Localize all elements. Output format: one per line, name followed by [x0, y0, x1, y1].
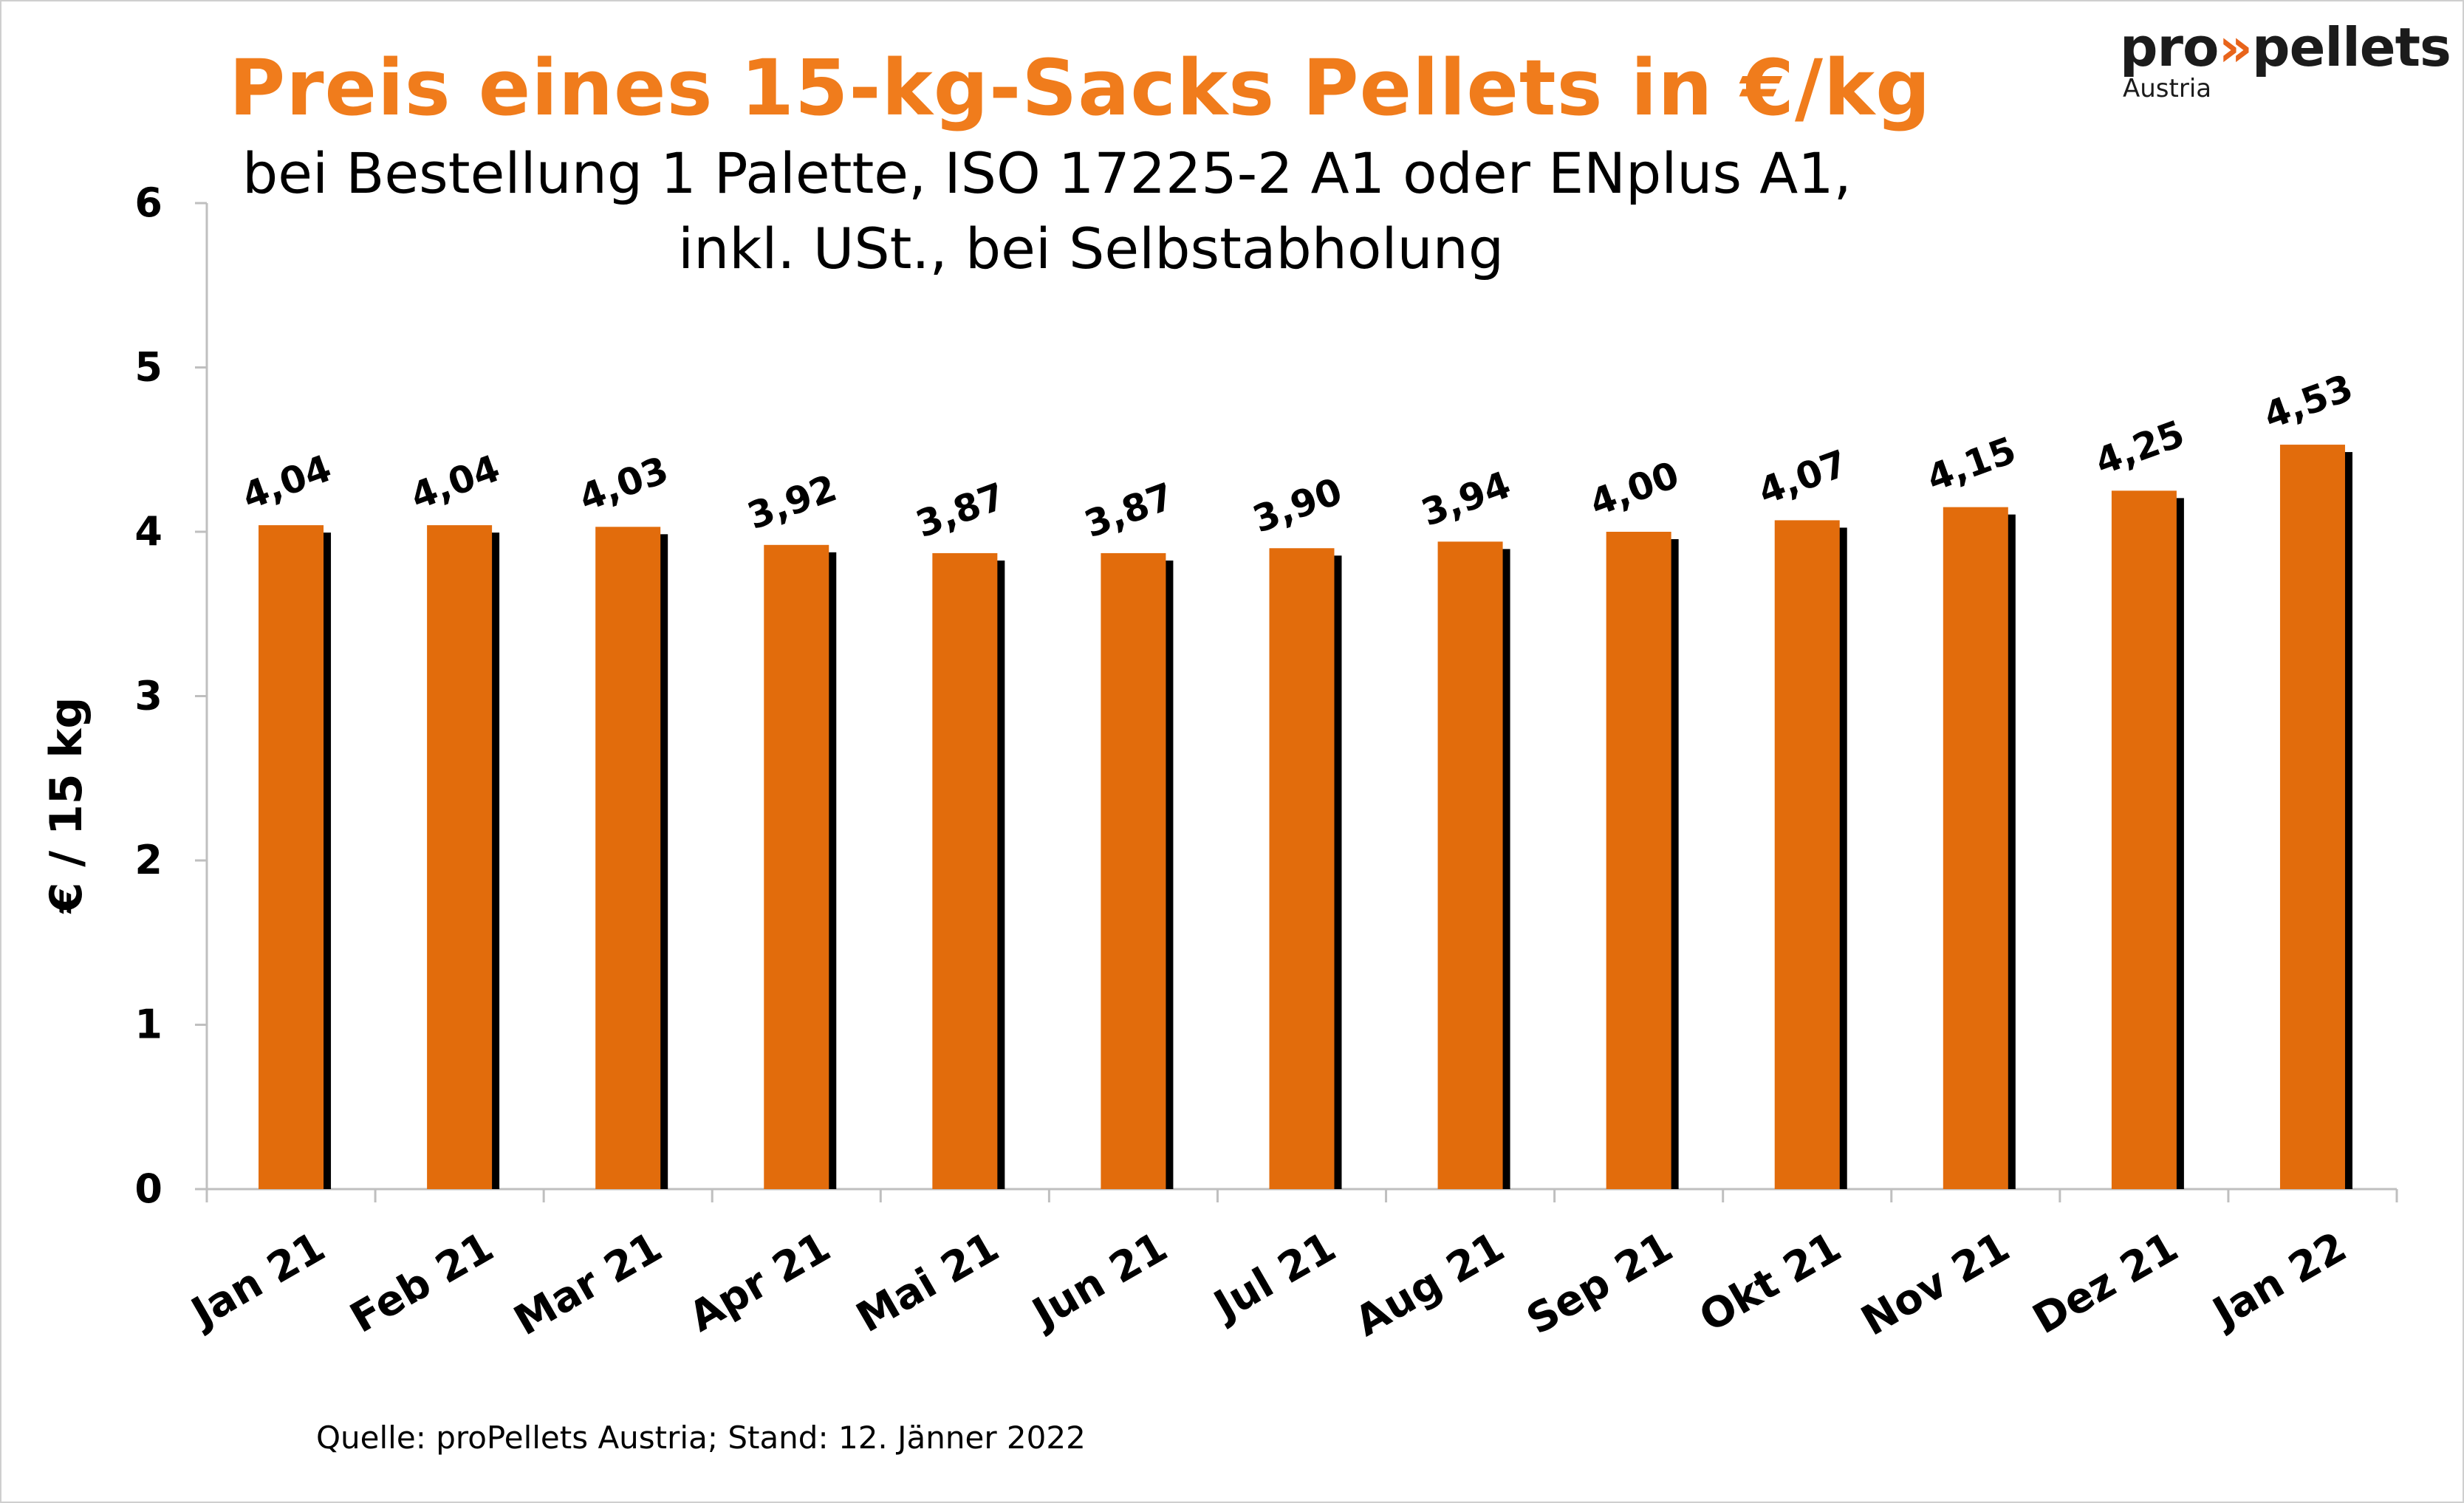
logo-region: Austria — [2123, 74, 2212, 103]
x-category-label: Nov 21 — [1853, 1223, 2017, 1346]
data-label: 4,25 — [2090, 412, 2190, 484]
x-category-label: Feb 21 — [342, 1223, 502, 1343]
x-category-label: Okt 21 — [1691, 1223, 1849, 1342]
data-label: 3,92 — [742, 466, 843, 538]
x-category-label: Jan 21 — [181, 1223, 333, 1338]
chart-subtitle-line2: inkl. USt., bei Selbstabholung — [678, 216, 1505, 281]
bar — [427, 525, 493, 1189]
bar — [2279, 445, 2345, 1189]
x-category-label: Jun 21 — [1022, 1223, 1175, 1339]
bar — [1943, 507, 2008, 1189]
x-category-label: Apr 21 — [681, 1223, 838, 1342]
bar — [1437, 541, 1503, 1189]
data-label: 4,07 — [1753, 442, 1853, 513]
y-axis-title: € / 15 kg — [41, 697, 92, 915]
x-category-label: Mar 21 — [506, 1223, 670, 1346]
logo-brand-right: pellets — [2252, 16, 2451, 78]
y-tick-label: 2 — [134, 837, 162, 883]
data-label: 3,94 — [1416, 463, 1516, 535]
x-category-label: Jan 22 — [2203, 1223, 2355, 1338]
bar — [259, 525, 324, 1189]
y-tick-label: 5 — [134, 344, 162, 391]
x-category-label: Sep 21 — [1519, 1223, 1680, 1344]
logo-chevron-icon: » — [2218, 16, 2253, 78]
bar — [2111, 490, 2177, 1189]
x-category-label: Aug 21 — [1347, 1223, 1513, 1346]
y-tick-label: 0 — [134, 1165, 162, 1212]
y-tick-label: 3 — [134, 673, 162, 719]
source-note: Quelle: proPellets Austria; Stand: 12. J… — [316, 1420, 1086, 1456]
bar — [1101, 552, 1166, 1189]
chart-subtitle-line1: bei Bestellung 1 Palette, ISO 17225-2 A1… — [242, 140, 1852, 206]
data-label: 3,87 — [911, 475, 1011, 547]
y-tick-label: 4 — [134, 508, 162, 555]
data-label: 4,00 — [1584, 453, 1685, 525]
data-label: 4,53 — [2258, 366, 2358, 438]
data-label: 3,90 — [1248, 470, 1348, 541]
data-label: 4,15 — [1921, 428, 2022, 500]
y-tick-label: 6 — [134, 179, 162, 226]
bar — [1606, 532, 1671, 1189]
y-tick-label: 1 — [134, 1002, 162, 1048]
bar — [1269, 548, 1335, 1189]
x-category-label: Jul 21 — [1204, 1223, 1344, 1332]
data-label: 4,03 — [573, 448, 674, 520]
x-category-label: Mai 21 — [849, 1223, 1007, 1342]
propellets-logo: pro»pellets Austria — [2120, 16, 2451, 103]
chart-title: Preis eines 15-kg-Sacks Pellets in €/kg — [229, 43, 1931, 133]
x-category-label: Dez 21 — [2025, 1223, 2186, 1344]
bar — [764, 544, 829, 1189]
data-label: 4,04 — [405, 447, 505, 518]
bar — [932, 552, 998, 1189]
data-label: 3,87 — [1079, 475, 1180, 547]
bar — [595, 527, 661, 1189]
bar — [1774, 520, 1840, 1189]
data-label: 4,04 — [236, 447, 337, 518]
logo-brand-left: pro — [2120, 16, 2220, 78]
logo-wordmark: pro»pellets — [2120, 16, 2451, 78]
